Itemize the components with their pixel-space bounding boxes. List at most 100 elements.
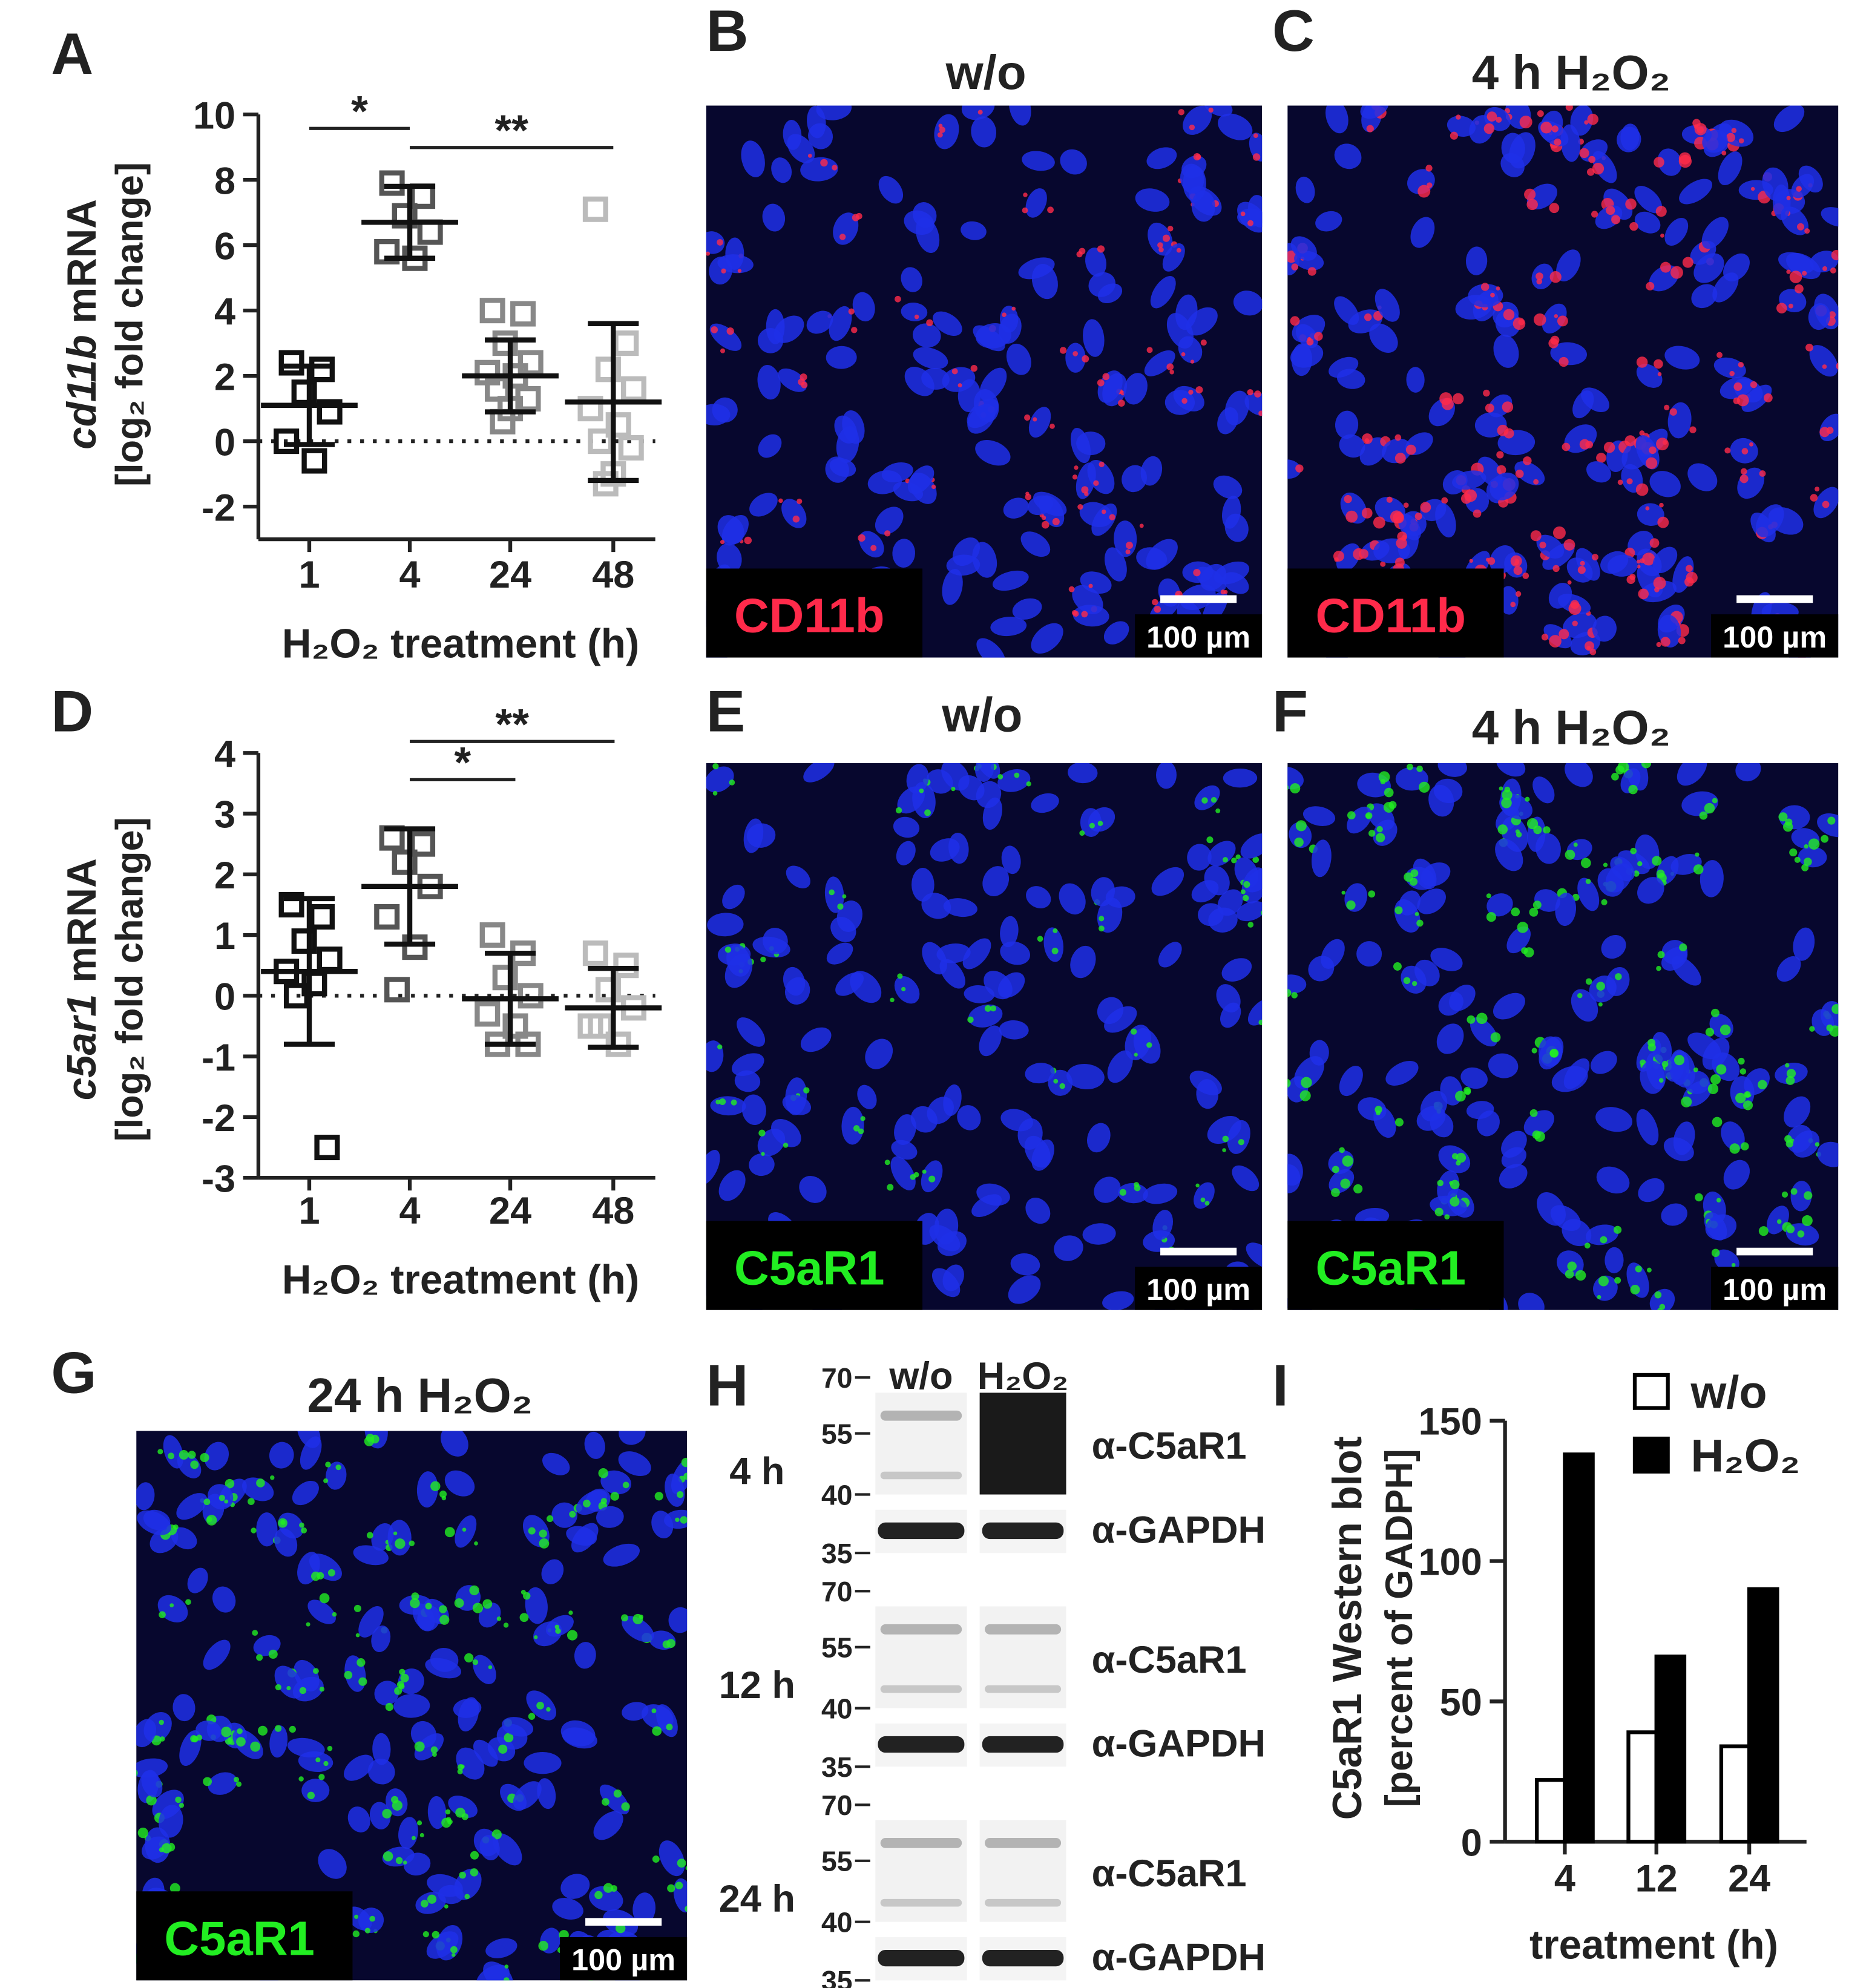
nucleus — [1003, 497, 1029, 519]
data-point — [605, 1031, 631, 1057]
signal — [1674, 1055, 1685, 1066]
signal — [450, 1946, 458, 1954]
data-point — [314, 1135, 340, 1161]
signal — [1592, 162, 1605, 175]
nucleus — [982, 866, 1010, 897]
signal — [737, 269, 742, 273]
nucleus — [1470, 1017, 1498, 1047]
nucleus — [1499, 1164, 1528, 1189]
nucleus — [1158, 942, 1182, 968]
signal — [1278, 977, 1285, 985]
nucleus — [1311, 839, 1332, 878]
nucleus — [1010, 1253, 1040, 1276]
signal — [602, 1798, 609, 1806]
nucleus — [1460, 1067, 1488, 1089]
mw-marker: 55 — [821, 1846, 852, 1877]
nucleus — [603, 1543, 640, 1567]
panel-letter: C — [1272, 0, 1315, 64]
signal — [1802, 271, 1807, 276]
legend-swatch — [1632, 1436, 1670, 1474]
signal — [1126, 542, 1133, 549]
signal — [1653, 577, 1666, 589]
y-tick-label: -1 — [202, 1037, 235, 1079]
signal — [1497, 824, 1508, 835]
data-point — [278, 891, 304, 917]
signal — [464, 1653, 474, 1663]
marker-box — [1287, 568, 1504, 658]
nucleus — [1217, 889, 1243, 916]
nucleus — [1651, 1032, 1672, 1065]
nucleus — [826, 942, 853, 965]
nucleus — [1325, 105, 1348, 134]
signal — [270, 1475, 275, 1480]
signal — [1541, 634, 1549, 641]
nucleus — [1490, 472, 1519, 500]
signal — [807, 153, 812, 158]
signal — [1563, 539, 1575, 551]
nucleus — [1661, 1203, 1687, 1226]
signal — [159, 1847, 164, 1852]
nucleus — [1436, 1023, 1464, 1054]
signal — [1592, 554, 1598, 561]
signal — [1071, 609, 1077, 615]
signal — [712, 790, 718, 796]
x-tick-label: 1 — [298, 1190, 320, 1232]
blot-c5ar1 — [979, 1393, 1066, 1495]
nucleus — [717, 543, 742, 574]
nucleus — [358, 1606, 384, 1638]
signal — [470, 1851, 479, 1860]
signal — [286, 1685, 291, 1691]
nucleus — [1817, 1141, 1839, 1167]
signal — [1788, 303, 1793, 309]
nucleus — [618, 1451, 651, 1476]
signal — [1131, 1028, 1137, 1035]
nucleus — [1437, 1170, 1459, 1204]
signal — [706, 251, 711, 256]
signal — [1637, 559, 1641, 564]
signal — [613, 1789, 622, 1798]
signal — [369, 1915, 375, 1922]
mw-marker: 35 — [821, 1538, 852, 1569]
nucleus — [1486, 893, 1513, 917]
signal — [1598, 1276, 1609, 1287]
signal — [1345, 510, 1358, 523]
nucleus — [1356, 941, 1382, 967]
y-tick-label: 100 — [1419, 1541, 1482, 1584]
nucleus — [1000, 941, 1031, 965]
signal — [1586, 646, 1591, 651]
nucleus — [1000, 1109, 1033, 1132]
nucleus — [1152, 1210, 1174, 1240]
signal — [1247, 220, 1254, 226]
nucleus — [1679, 179, 1712, 205]
signal — [726, 327, 734, 335]
nucleus — [890, 1156, 916, 1191]
signal — [472, 1659, 479, 1665]
nucleus — [159, 1805, 183, 1838]
signal — [1786, 269, 1791, 274]
signal — [1785, 1063, 1790, 1068]
nucleus — [1636, 1109, 1659, 1146]
y-tick-label: 4 — [214, 290, 235, 333]
signal — [1794, 856, 1801, 863]
signal — [364, 1927, 371, 1934]
signal — [1615, 973, 1622, 980]
signal — [1206, 836, 1214, 844]
signal — [666, 1639, 676, 1648]
signal — [206, 1517, 212, 1523]
signal — [169, 1603, 174, 1608]
signal — [252, 1630, 258, 1636]
signal — [1456, 1152, 1467, 1163]
signal — [1291, 992, 1298, 999]
signal — [701, 660, 708, 667]
nucleus — [537, 1778, 556, 1809]
nucleus — [1652, 546, 1678, 574]
nucleus — [1705, 1214, 1737, 1241]
nucleus — [1236, 901, 1263, 922]
signal — [1222, 1135, 1229, 1143]
data-point — [402, 934, 428, 960]
nucleus — [1721, 1121, 1745, 1150]
signal — [792, 515, 800, 523]
signal — [234, 1777, 240, 1783]
signal — [1562, 442, 1571, 451]
band — [880, 1898, 962, 1907]
